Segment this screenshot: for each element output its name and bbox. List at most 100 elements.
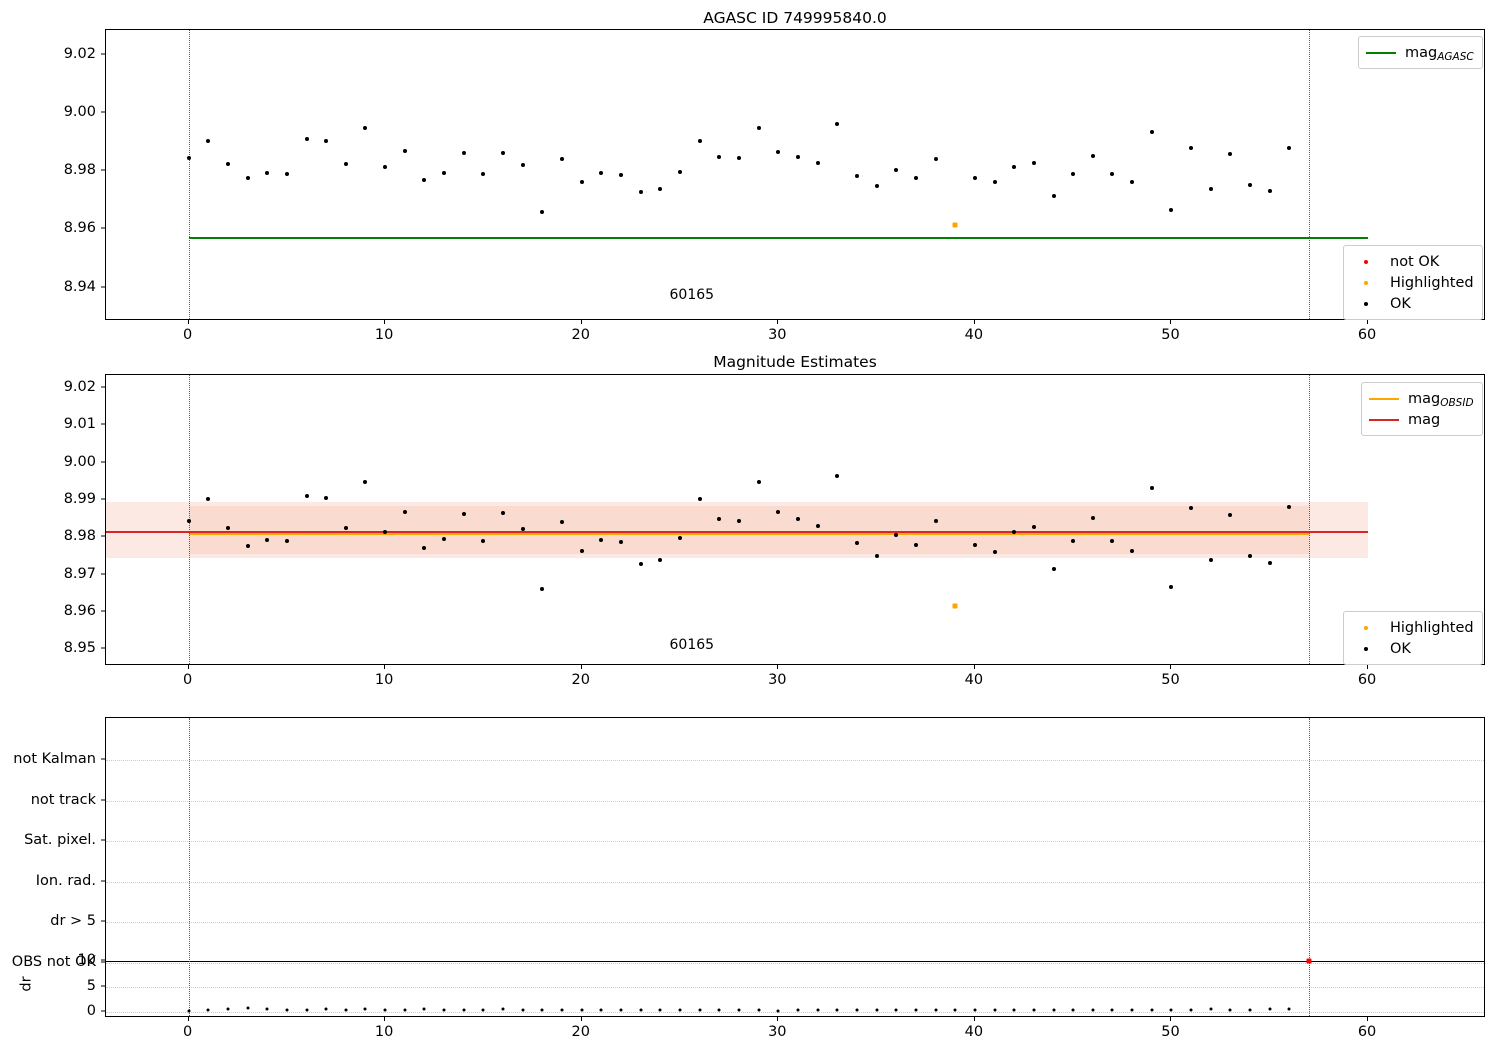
y-tick-label: 9.00 xyxy=(63,103,96,120)
data-point-ok xyxy=(501,511,506,516)
data-point-ok xyxy=(972,543,977,548)
data-point-ok xyxy=(304,493,309,498)
data-point-ok xyxy=(324,138,329,143)
data-point-ok xyxy=(815,524,820,529)
y-tick-label: 8.96 xyxy=(63,220,96,237)
data-point-ok xyxy=(402,509,407,514)
x-tick-mark xyxy=(777,1017,779,1021)
data-point-ok xyxy=(422,546,427,551)
flag-row-label: OBS not OK xyxy=(11,953,96,970)
legend-mag-lines[interactable]: magOBSID mag xyxy=(1361,382,1483,436)
data-point-ok xyxy=(520,163,525,168)
data-point-ok xyxy=(461,512,466,517)
data-point-ok xyxy=(835,121,840,126)
axes-flags-dr xyxy=(105,717,1485,1017)
legend-mag-agasc[interactable]: magAGASC xyxy=(1358,36,1483,69)
data-point-ok xyxy=(638,189,643,194)
data-point-dr xyxy=(855,1008,859,1012)
data-point-ok xyxy=(1228,513,1233,518)
x-tick-mark xyxy=(580,320,582,324)
data-point-ok xyxy=(402,149,407,154)
y-tick-label: 8.97 xyxy=(63,565,96,582)
data-point-dr xyxy=(776,1009,780,1013)
flag-row-label: not track xyxy=(30,791,96,808)
data-point-ok xyxy=(284,539,289,544)
data-point-ok xyxy=(324,496,329,501)
data-point-ok xyxy=(245,176,250,181)
hline-mag xyxy=(106,530,1369,533)
data-point-ok xyxy=(697,496,702,501)
data-point-dr xyxy=(835,1008,839,1012)
data-point-ok xyxy=(619,172,624,177)
obsid-divider-line xyxy=(1309,375,1311,664)
flag-gridline xyxy=(106,962,1484,964)
data-point-ok xyxy=(481,172,486,177)
data-point-dr xyxy=(324,1007,328,1011)
data-point-dr xyxy=(619,1008,623,1012)
data-point-ok xyxy=(756,126,761,131)
obsid-divider-line xyxy=(1309,718,1311,1016)
data-point-ok xyxy=(678,170,683,174)
data-point-dr xyxy=(757,1008,761,1012)
dr-gridline xyxy=(106,1012,1484,1014)
x-tick-label: 0 xyxy=(182,672,193,688)
data-point-ok xyxy=(1071,172,1076,177)
x-tick-label: 60 xyxy=(1357,672,1377,688)
hline-mag_AGASC xyxy=(188,236,1369,239)
data-point-ok xyxy=(1189,146,1194,151)
data-point-dr xyxy=(265,1007,269,1011)
data-point-dr xyxy=(363,1007,367,1011)
data-point-ok xyxy=(756,480,761,485)
x-tick-label: 0 xyxy=(182,327,193,343)
x-tick-label: 20 xyxy=(571,672,590,688)
data-point-ok xyxy=(913,175,918,180)
page-title: AGASC ID 749995840.0 xyxy=(703,9,887,27)
y-tick-mark xyxy=(101,839,105,841)
data-point-ok xyxy=(422,177,427,182)
y-tick-mark xyxy=(101,799,105,800)
data-point-ok xyxy=(1031,525,1036,530)
data-point-ok xyxy=(913,543,918,548)
data-point-ok xyxy=(1012,530,1017,535)
data-point-ok xyxy=(658,557,663,562)
y-tick-label: 9.02 xyxy=(63,45,96,62)
data-point-ok xyxy=(520,527,525,532)
legend-point-status-mid[interactable]: Highlighted OK xyxy=(1343,611,1483,665)
x-tick-label: 40 xyxy=(964,672,984,688)
data-point-dr xyxy=(1130,1008,1134,1012)
data-point-dr xyxy=(717,1008,721,1012)
legend-entry-label: Highlighted xyxy=(1390,619,1474,636)
data-point-dr xyxy=(1287,1007,1291,1011)
y-tick-mark xyxy=(101,423,105,425)
dr-tick-label: 10 xyxy=(77,952,96,969)
data-point-ok xyxy=(1110,539,1115,544)
data-point-ok xyxy=(343,526,348,531)
legend-line-swatch xyxy=(1369,397,1399,400)
legend-entry: not OK xyxy=(1351,251,1474,272)
x-tick-mark xyxy=(580,1017,582,1021)
y-tick-label: 8.98 xyxy=(63,162,96,179)
flag-gridline xyxy=(106,800,1484,802)
data-point-dr xyxy=(953,1008,957,1012)
data-point-dr xyxy=(285,1008,289,1012)
data-point-ok xyxy=(1267,561,1272,566)
data-point-ok xyxy=(835,474,840,479)
data-point-dr xyxy=(540,1008,544,1012)
x-tick-mark xyxy=(187,1017,189,1021)
data-point-dr xyxy=(737,1008,741,1012)
data-point-dr xyxy=(1091,1008,1095,1012)
data-point-dr xyxy=(678,1008,682,1012)
y-tick-mark xyxy=(101,985,105,987)
data-point-ok xyxy=(383,164,388,169)
data-point-dr-limit-marker xyxy=(1306,958,1312,964)
legend-point-status-top[interactable]: not OK Highlighted OK xyxy=(1343,245,1483,320)
legend-line-swatch xyxy=(1369,418,1399,421)
data-point-ok xyxy=(1287,145,1292,150)
data-point-dr xyxy=(422,1007,426,1011)
data-point-ok xyxy=(795,155,800,160)
x-tick-mark xyxy=(1367,1017,1369,1021)
data-point-ok xyxy=(304,136,309,141)
panel-title-magnitude-estimates: Magnitude Estimates xyxy=(713,353,877,371)
data-point-ok xyxy=(992,549,997,554)
data-point-dr xyxy=(1150,1008,1154,1012)
